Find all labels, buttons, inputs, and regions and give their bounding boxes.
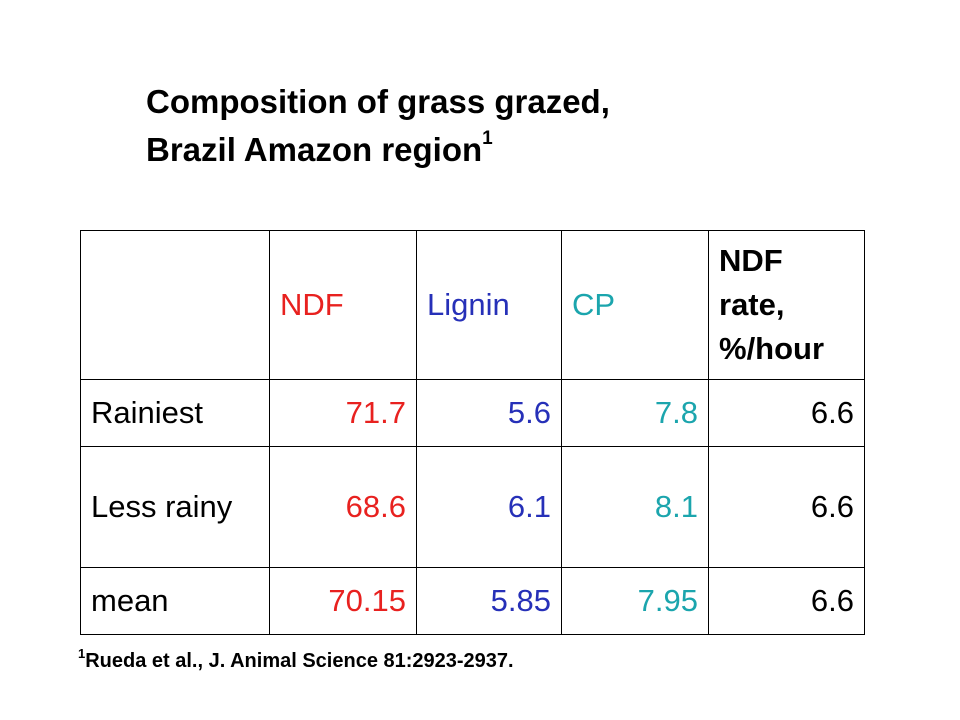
title-line-2-text: Brazil Amazon region [146, 131, 483, 168]
title-superscript: 1 [482, 127, 493, 149]
row-label-rainiest: Rainiest [80, 379, 270, 447]
table-header-row: NDF Lignin CP NDF rate, %/hour [80, 230, 865, 380]
cell-less-rainy-lignin: 6.1 [416, 446, 562, 568]
composition-table: NDF Lignin CP NDF rate, %/hour Rainiest … [80, 230, 865, 635]
table-row: Rainiest 71.7 5.6 7.8 6.6 [80, 379, 865, 447]
cell-rainiest-ndf: 71.7 [269, 379, 417, 447]
cell-rainiest-ndf-rate: 6.6 [708, 379, 865, 447]
header-ndf: NDF [269, 230, 417, 380]
cell-mean-lignin: 5.85 [416, 567, 562, 635]
footnote-text: Rueda et al., J. Animal Science 81:2923-… [85, 650, 514, 672]
header-cp: CP [561, 230, 709, 380]
header-corner-cell [80, 230, 270, 380]
header-ndf-rate: NDF rate, %/hour [708, 230, 865, 380]
title-line-1: Composition of grass grazed, [146, 83, 610, 120]
cell-rainiest-cp: 7.8 [561, 379, 709, 447]
cell-less-rainy-ndf-rate: 6.6 [708, 446, 865, 568]
table-row: Less rainy 68.6 6.1 8.1 6.6 [80, 446, 865, 568]
cell-mean-cp: 7.95 [561, 567, 709, 635]
row-label-less-rainy: Less rainy [80, 446, 270, 568]
header-lignin: Lignin [416, 230, 562, 380]
cell-mean-ndf: 70.15 [269, 567, 417, 635]
footnote-marker: 1 [78, 645, 86, 661]
row-label-mean: mean [80, 567, 270, 635]
cell-less-rainy-ndf: 68.6 [269, 446, 417, 568]
slide-title: Composition of grass grazed, Brazil Amaz… [146, 78, 610, 174]
footnote: 1Rueda et al., J. Animal Science 81:2923… [78, 647, 514, 673]
title-line-2: Brazil Amazon region1 [146, 126, 610, 174]
table-row: mean 70.15 5.85 7.95 6.6 [80, 567, 865, 635]
cell-less-rainy-cp: 8.1 [561, 446, 709, 568]
cell-rainiest-lignin: 5.6 [416, 379, 562, 447]
cell-mean-ndf-rate: 6.6 [708, 567, 865, 635]
